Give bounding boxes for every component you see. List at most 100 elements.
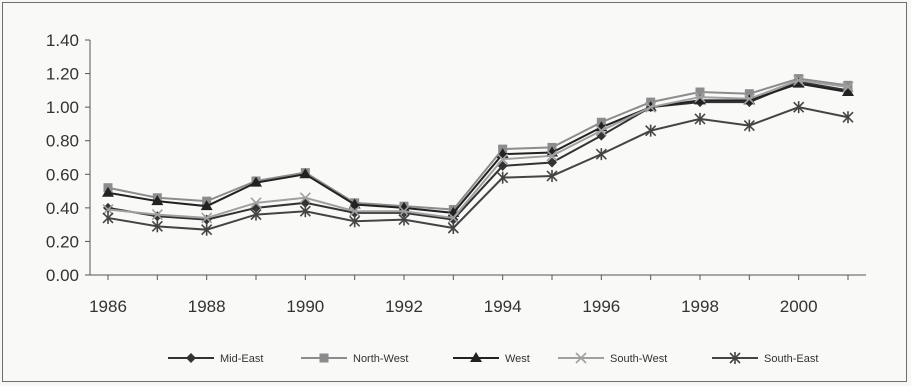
data-point-south-east [151,220,163,233]
y-tick-label: 0.20 [46,232,79,251]
series-line-mid-east [107,80,849,221]
marker-stroke [743,93,755,105]
x-tick-label: 1994 [484,297,522,316]
data-point-south-west [398,205,410,217]
data-point-north-west [843,80,853,90]
data-point-south-west [447,212,459,224]
series-line-north-west [107,77,849,211]
data-point-south-west [201,212,213,224]
data-point-south-west [299,192,311,204]
marker-stroke [151,209,163,221]
data-point-south-west [842,81,854,93]
legend-marker-south-west [575,352,587,364]
data-point-south-west [546,150,558,162]
data-point-south-east [842,111,854,124]
marker-stroke [497,153,509,165]
x-tick-label: 1998 [681,297,719,316]
chart-axes: 0.00 0.20 0.40 0.60 0.80 1.00 1.20 1.40 1986 1988… [46,31,866,316]
data-point-south-west [250,197,262,209]
chart-legend: Mid-East North-West West South-West South-Ea… [168,352,818,365]
data-point-south-west [694,91,706,103]
marker-stroke [694,91,706,103]
legend-label-south-west: South-West [610,353,667,365]
data-point-west [250,176,262,187]
x-tick-label: 1986 [89,297,127,316]
marker-stroke [595,125,607,137]
legend-item-north-west: North-West [301,353,408,365]
data-point-west [842,86,854,97]
marker-stroke [102,203,114,216]
data-point-south-east [793,101,805,114]
data-point-south-west [349,205,361,217]
data-point-mid-east [152,211,163,222]
data-point-south-east [595,148,607,161]
series-south-west [102,74,854,224]
data-point-south-east [349,215,361,228]
data-point-west [398,201,410,212]
data-point-mid-east [547,157,557,168]
data-point-west [694,94,706,105]
series-south-east [102,101,854,236]
marker-stroke [201,212,213,224]
data-point-west [200,200,213,211]
data-point-mid-east [103,202,113,213]
chart-series-layer [102,74,854,236]
data-point-south-west [743,93,755,105]
data-point-south-east [497,171,509,184]
data-point-south-east [743,119,755,132]
marker-stroke [575,352,587,364]
series-line-south-east [107,106,849,231]
data-point-west [299,168,312,179]
x-tick-label: 2000 [780,297,818,316]
marker-stroke [793,74,805,86]
marker-stroke [250,197,262,209]
data-point-north-west [695,87,705,97]
legend-marker-north-west [319,353,329,363]
x-tick-label: 1988 [188,297,226,316]
data-point-west [151,195,164,206]
data-point-west [102,186,114,197]
marker-stroke [349,205,361,217]
data-point-south-east [299,205,311,218]
data-point-south-east [645,124,657,137]
data-point-south-east [201,223,213,236]
data-point-south-east [694,112,706,125]
legend-marker-west [470,352,482,362]
legend-label-south-east: South-East [764,353,818,365]
data-point-south-east [102,211,114,224]
x-tick-label: 1996 [582,297,620,316]
y-tick-label: 0.40 [46,199,79,218]
data-point-north-west [744,89,754,99]
data-point-south-west [102,203,114,216]
legend-marker-south-east [729,352,741,364]
marker-stroke [645,101,657,113]
data-point-south-east [546,169,558,182]
chart-frame [2,2,907,382]
marker-stroke [546,150,558,162]
legend-item-west: West [453,352,530,365]
series-line-west [107,82,849,214]
data-point-south-east [447,222,459,234]
y-tick-label: 1.20 [46,65,79,84]
legend-item-mid-east: Mid-East [168,353,263,365]
y-tick-label: 0.60 [46,165,79,184]
data-point-south-west [151,209,163,221]
data-point-south-west [497,153,509,165]
y-tick-label: 0.80 [46,132,79,151]
data-point-south-east [398,213,410,226]
marker-stroke [398,205,410,217]
x-tick-label: 1992 [385,297,423,316]
legend-label-west: West [505,353,530,365]
data-point-west [348,198,361,209]
marker-stroke [842,81,854,93]
legend-label-north-west: North-West [353,353,408,365]
data-point-south-east [250,208,262,221]
data-point-south-west [595,125,607,137]
legend-label-mid-east: Mid-East [220,353,263,365]
legend-item-south-east: South-East [712,352,818,365]
series-line-south-west [107,79,849,219]
marker-stroke [447,212,459,224]
marker-stroke [299,192,311,204]
y-tick-label: 0.00 [46,266,79,285]
